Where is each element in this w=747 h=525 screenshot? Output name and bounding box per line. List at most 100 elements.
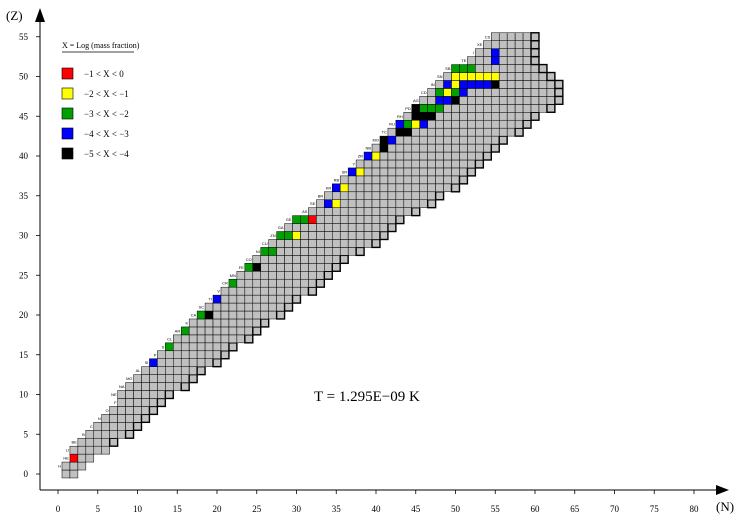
nuclide-cell <box>141 406 150 415</box>
nuclide-cell <box>427 167 436 177</box>
nuclide-cell <box>483 48 492 57</box>
nuclide-cell <box>426 199 437 209</box>
nuclide-cell <box>419 183 428 193</box>
nuclide-cell <box>387 151 397 161</box>
nuclide-cell <box>300 255 309 264</box>
nuclide-cell <box>435 119 444 129</box>
nuclide-cell <box>316 263 325 272</box>
nuclide-cell <box>363 223 373 232</box>
nuclide-cell <box>260 294 269 304</box>
nuclide-cell <box>419 199 428 208</box>
nuclide-cell <box>164 389 174 400</box>
nuclide-cell <box>475 56 484 65</box>
nuclide-cell <box>332 255 341 264</box>
nuclide-cell <box>387 199 397 208</box>
nuclide-cell <box>188 358 198 367</box>
nuclide-cell <box>252 286 261 296</box>
nuclide-cell <box>157 374 166 383</box>
element-label: ZR <box>358 154 363 159</box>
y-tick-label: 30 <box>19 231 29 241</box>
x-tick-label: 0 <box>56 504 61 514</box>
nuclide-cell <box>292 239 301 248</box>
nuclide-cell <box>491 64 500 73</box>
nuclide-cell <box>125 390 134 399</box>
nuclide-cell <box>140 413 151 424</box>
nuclide-cell <box>403 199 413 208</box>
nuclide-cell <box>514 119 524 129</box>
nuclide-cell <box>276 255 285 264</box>
nuclide-cell <box>451 96 460 105</box>
nuclide-cell <box>467 151 476 161</box>
nuclide-cell <box>403 143 413 153</box>
nuclide-cell <box>196 350 206 359</box>
nuclide-cell <box>371 151 381 161</box>
nuclide-cell <box>101 430 110 439</box>
nuclide-cell <box>387 143 397 153</box>
nuclide-cell <box>459 96 468 105</box>
nuclide-cell <box>451 64 460 73</box>
nuclide-cell <box>467 96 476 105</box>
nuclide-cell <box>443 183 452 193</box>
x-tick-label: 65 <box>570 504 580 514</box>
nuclide-cell <box>347 239 357 248</box>
nuclide-cell <box>308 215 317 224</box>
nuclide-cell <box>459 64 468 73</box>
nuclide-cell <box>475 80 484 89</box>
nuclide-cell <box>419 175 428 185</box>
nuclide-cell <box>149 366 158 375</box>
nuclide-cell <box>268 263 277 272</box>
nuclide-cell <box>546 96 556 105</box>
nuclide-cell <box>347 231 357 240</box>
nuclide-cell <box>467 119 476 129</box>
nuclide-cell <box>443 104 452 113</box>
nuclide-cell <box>403 112 413 121</box>
nuclide-cell <box>491 72 500 81</box>
x-tick-label: 55 <box>491 504 501 514</box>
nuclide-cell <box>228 278 238 288</box>
nuclide-cell <box>300 223 309 232</box>
nuclide-cell <box>173 366 182 375</box>
nuclide-cell <box>411 127 420 137</box>
nuclide-cell <box>228 302 238 312</box>
nuclide-cell <box>332 191 341 200</box>
nuclide-cell <box>514 80 524 89</box>
nuclide-cell <box>212 326 222 336</box>
nuclide-cell <box>538 63 548 74</box>
nuclide-cell <box>324 223 333 232</box>
nuclide-cell <box>308 223 317 232</box>
nuclide-cell <box>419 112 428 121</box>
nuclide-cell <box>466 167 477 177</box>
x-tick-label: 15 <box>173 504 183 514</box>
element-label: BE <box>72 440 78 445</box>
nuclide-cell <box>395 214 405 225</box>
nuclide-cell <box>324 207 333 216</box>
nuclide-cell <box>188 334 198 344</box>
element-label: CS <box>485 34 491 39</box>
nuclide-cell <box>379 167 389 177</box>
nuclide-cell <box>220 318 230 328</box>
nuclide-cell <box>332 247 341 256</box>
nuclide-cell <box>141 398 150 407</box>
nuclide-cell <box>395 167 405 177</box>
nuclide-cell <box>93 422 102 431</box>
nuclide-cell <box>188 318 198 328</box>
nuclide-cell <box>554 87 564 98</box>
nuclide-cell <box>308 271 317 280</box>
nuclide-cell <box>371 223 381 232</box>
nuclide-cell <box>474 159 485 169</box>
nuclide-cell <box>300 271 309 280</box>
nuclide-cell <box>427 112 436 121</box>
nuclide-cell <box>212 302 222 312</box>
nuclide-cell <box>347 183 357 193</box>
element-label: O <box>106 408 109 413</box>
nuclide-cell <box>498 112 508 121</box>
nuclide-cell <box>347 223 357 232</box>
element-label: AR <box>175 328 181 333</box>
nuclide-cell <box>188 373 198 384</box>
y-tick-label: 15 <box>19 350 29 360</box>
x-tick-label: 60 <box>531 504 541 514</box>
nuclide-cell <box>204 334 214 344</box>
nuclide-cell <box>133 390 142 399</box>
nuclide-cell <box>491 88 500 97</box>
nuclide-cell <box>268 302 277 312</box>
